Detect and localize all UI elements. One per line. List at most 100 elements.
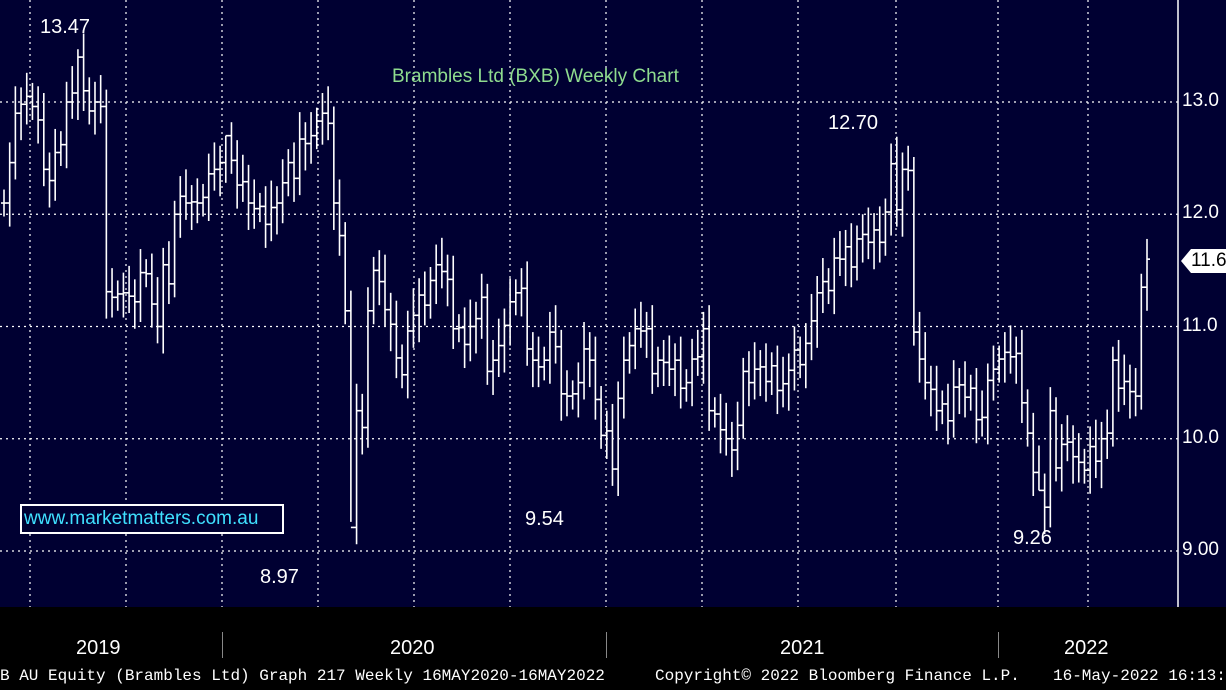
- ohlc-bar: [672, 343, 679, 397]
- ohlc-bar: [154, 277, 161, 344]
- ohlc-bar: [882, 198, 889, 256]
- ohlc-bar: [131, 279, 138, 329]
- ohlc-bar: [18, 87, 25, 141]
- ohlc-bar: [109, 268, 116, 318]
- ohlc-bar: [450, 255, 457, 349]
- ohlc-bar: [416, 278, 423, 343]
- ohlc-bar: [791, 326, 798, 391]
- ohlc-bar: [319, 93, 326, 145]
- ohlc-bar: [518, 268, 525, 317]
- price-annotation: 13.47: [40, 16, 91, 38]
- ohlc-bar: [69, 66, 76, 119]
- ohlc-bar: [86, 77, 93, 125]
- ohlc-bar: [700, 311, 707, 384]
- ohlc-bar: [245, 164, 252, 230]
- ohlc-bar: [23, 72, 30, 125]
- ohlc-bar: [217, 145, 224, 197]
- ohlc-bar: [103, 89, 110, 319]
- ohlc-bar: [478, 273, 485, 339]
- y-tick-label: 12.0: [1182, 202, 1219, 224]
- ohlc-bar: [950, 360, 957, 438]
- ohlc-bar: [467, 299, 474, 362]
- ohlc-bar: [990, 345, 997, 401]
- ohlc-bar: [336, 179, 343, 256]
- ohlc-bar: [956, 368, 963, 415]
- ohlc-bar: [962, 361, 969, 418]
- y-tick-label: 13.0: [1182, 90, 1219, 111]
- ohlc-bar: [359, 393, 366, 455]
- ohlc-bar: [689, 338, 696, 407]
- ohlc-bar: [763, 343, 769, 402]
- ohlc-bar: [888, 143, 895, 236]
- ohlc-bar: [29, 82, 36, 120]
- footer-timestamp: 16-May-2022 16:13:: [1053, 667, 1226, 685]
- ohlc-bar: [745, 351, 752, 407]
- ohlc-bar: [455, 314, 462, 343]
- ohlc-bar: [1115, 339, 1122, 412]
- price-annotation: 8.97: [260, 566, 299, 588]
- ohlc-bar: [723, 402, 730, 456]
- ohlc-bar: [12, 86, 19, 180]
- ohlc-bar: [165, 241, 172, 305]
- ohlc-bar: [842, 229, 849, 287]
- ohlc-bar: [1007, 325, 1014, 374]
- ohlc-bar: [632, 308, 639, 370]
- price-annotation: 12.70: [828, 112, 879, 134]
- footer-security-info: B AU Equity (Brambles Ltd) Graph 217 Wee…: [0, 667, 605, 685]
- ohlc-bar: [1001, 332, 1008, 383]
- ohlc-bar: [296, 112, 303, 196]
- ohlc-bar: [484, 283, 491, 385]
- x-label-2020: 2020: [390, 637, 435, 659]
- ohlc-bar: [563, 370, 570, 417]
- ohlc-bar: [279, 159, 286, 224]
- ohlc-bar: [734, 401, 741, 471]
- ohlc-bar: [603, 410, 610, 459]
- ohlc-bar: [939, 390, 946, 425]
- ohlc-bar: [399, 344, 406, 389]
- ohlc-bar: [751, 342, 758, 400]
- ohlc-bar: [1018, 329, 1025, 424]
- ohlc-bar: [404, 310, 411, 399]
- ohlc-bar: [643, 311, 650, 358]
- year-separator: [606, 632, 607, 658]
- ohlc-bar: [182, 169, 189, 220]
- ohlc-bar: [91, 81, 98, 135]
- x-label-2021: 2021: [780, 637, 825, 659]
- ohlc-bar: [711, 397, 718, 428]
- ohlc-bar: [1024, 389, 1031, 447]
- ohlc-bar: [512, 279, 519, 316]
- ohlc-bar: [1030, 412, 1037, 496]
- x-label-2022: 2022: [1064, 637, 1109, 659]
- ohlc-bar: [831, 237, 838, 315]
- ohlc-bar: [120, 272, 127, 318]
- ohlc-bar: [1121, 354, 1128, 406]
- ohlc-bar: [114, 280, 121, 311]
- x-label-2019: 2019: [76, 637, 121, 659]
- ohlc-bar: [575, 362, 582, 418]
- ohlc-bar: [1144, 238, 1150, 311]
- ohlc-bar: [205, 153, 212, 221]
- price-annotation: 9.26: [1013, 527, 1052, 549]
- ohlc-bar: [609, 403, 616, 486]
- ohlc-bar: [211, 142, 218, 191]
- ohlc-bar: [262, 186, 269, 248]
- ohlc-bar: [535, 336, 542, 388]
- ohlc-bar: [1081, 448, 1088, 484]
- ohlc-bar: [717, 393, 724, 454]
- ohlc-bar: [797, 336, 804, 379]
- ohlc-bar: [848, 223, 855, 288]
- price-annotation: 9.54: [525, 508, 564, 530]
- chart-title: Brambles Ltd (BXB) Weekly Chart: [392, 66, 679, 87]
- ohlc-bar: [785, 353, 792, 411]
- ohlc-bar: [137, 249, 144, 323]
- ohlc-bar: [234, 140, 241, 209]
- last-price-tag: 11.6: [1181, 249, 1226, 273]
- ohlc-bar: [433, 244, 440, 305]
- ohlc-bar: [825, 268, 832, 305]
- ohlc-bar: [1109, 346, 1116, 447]
- ohlc-bar: [654, 346, 661, 388]
- ohlc-bar: [944, 383, 951, 445]
- ohlc-bar: [552, 305, 559, 364]
- ohlc-bar: [6, 142, 13, 227]
